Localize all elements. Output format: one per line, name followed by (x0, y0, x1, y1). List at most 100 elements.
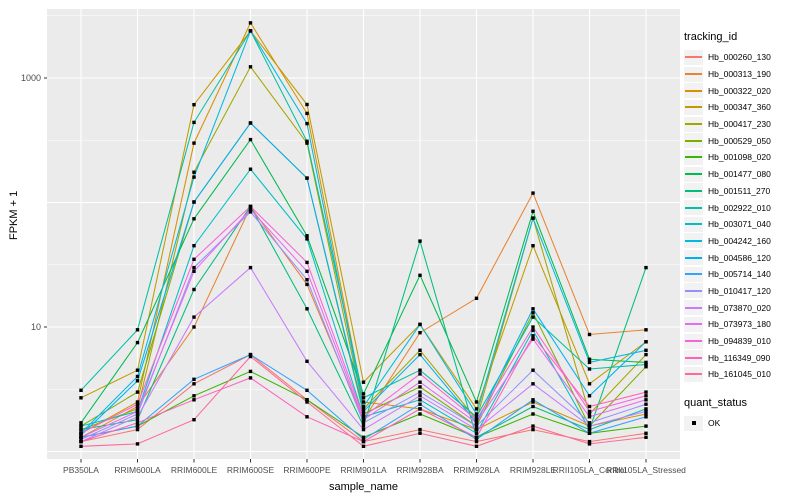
x-axis-tick-label: RRIM928BA (396, 465, 444, 475)
data-point (305, 176, 309, 180)
data-point (644, 265, 648, 270)
legend-item-label: Hb_073973_180 (708, 319, 771, 330)
data-point (418, 331, 422, 335)
legend-key-point (684, 415, 703, 431)
data-point (474, 407, 479, 411)
data-point (79, 431, 83, 435)
data-point (361, 435, 366, 439)
data-point (587, 439, 592, 444)
legend-item-Hb_000347_360: Hb_000347_360 (684, 99, 798, 116)
legend-item-Hb_161045_010: Hb_161045_010 (684, 366, 798, 383)
y-axis-tick-label: 10 (31, 322, 41, 332)
data-point (587, 427, 592, 432)
data-point (531, 368, 535, 372)
legend-item-Hb_004242_160: Hb_004242_160 (684, 233, 798, 250)
legend-color-line (685, 223, 702, 226)
data-point (644, 398, 648, 402)
data-point (474, 412, 479, 416)
data-point (418, 402, 422, 406)
legend-item-label: Hb_000322_020 (708, 85, 771, 96)
legend-item-label: Hb_161045_010 (708, 369, 771, 380)
legend-item-label: Hb_000347_360 (708, 102, 771, 113)
legend-item-label: Hb_000529_050 (708, 135, 771, 146)
data-point (305, 141, 309, 145)
legend-color-line (685, 239, 702, 242)
data-point (192, 200, 196, 204)
data-point (587, 424, 592, 428)
legend-color-line (685, 73, 702, 76)
data-point (418, 380, 422, 384)
data-point (361, 421, 366, 425)
legend-key-swatch (684, 300, 703, 316)
data-point (474, 296, 479, 300)
data-point (587, 409, 592, 414)
legend-item-label: Hb_116349_090 (708, 352, 771, 363)
legend-item-quant-OK: OK (684, 415, 798, 432)
data-point (248, 352, 253, 357)
data-point (531, 427, 535, 432)
data-point (135, 418, 140, 422)
data-point (192, 315, 196, 319)
data-point (248, 369, 253, 374)
legend-key-swatch (684, 250, 703, 266)
data-point (305, 139, 309, 143)
data-point (474, 400, 479, 404)
data-point (361, 424, 366, 428)
data-point (192, 418, 196, 422)
data-point (192, 269, 196, 273)
data-point (587, 357, 592, 361)
data-point (474, 427, 479, 432)
data-point (644, 348, 648, 352)
data-point (474, 424, 479, 428)
data-point (135, 404, 140, 409)
data-point (305, 278, 309, 282)
data-point (418, 407, 422, 411)
data-point (305, 359, 309, 363)
data-point (135, 368, 140, 372)
legend-item-label: Hb_094839_010 (708, 336, 771, 347)
x-axis-tick-label: RRIM600LE (171, 465, 218, 475)
data-point (531, 398, 535, 402)
legend-item-Hb_003071_040: Hb_003071_040 (684, 216, 798, 233)
legend-color-line (685, 306, 702, 309)
data-point (361, 409, 366, 414)
data-point (361, 444, 366, 448)
legend-item-Hb_073870_020: Hb_073870_020 (684, 299, 798, 316)
legend-key-swatch (684, 116, 703, 132)
legend-key-swatch (684, 266, 703, 282)
data-point (531, 307, 535, 311)
data-point (587, 360, 592, 365)
legend-key-swatch (684, 200, 703, 216)
data-point (587, 431, 592, 435)
x-axis-tick-label: RRII105LA_Stressed (606, 465, 686, 475)
data-point (418, 348, 422, 352)
data-point (135, 424, 140, 428)
legend-key-swatch (684, 283, 703, 299)
data-point (192, 287, 196, 292)
legend-key-swatch (684, 350, 703, 366)
data-point (474, 439, 479, 444)
legend-key-swatch (684, 333, 703, 349)
legend-color-line (685, 340, 702, 343)
legend-color-line (685, 106, 702, 109)
data-point (644, 415, 648, 419)
legend-item-Hb_116349_090: Hb_116349_090 (684, 349, 798, 366)
legend-key-swatch (684, 183, 703, 199)
y-axis-title: FPKM + 1 (8, 190, 20, 240)
data-point (248, 207, 253, 212)
data-point (192, 103, 196, 107)
x-axis-tick-label: RRIM928LE (510, 465, 557, 475)
data-point (361, 400, 366, 404)
legend-item-Hb_000322_020: Hb_000322_020 (684, 82, 798, 99)
data-point (474, 415, 479, 419)
data-point (361, 380, 366, 384)
legend-key-swatch (684, 316, 703, 332)
data-point (361, 437, 366, 442)
legend-item-label: Hb_001477_080 (708, 169, 771, 180)
data-point (305, 415, 309, 419)
legend-item-label: Hb_073870_020 (708, 302, 771, 313)
data-point (248, 29, 253, 33)
data-point (248, 137, 253, 142)
data-point (361, 415, 366, 419)
data-point (192, 170, 196, 174)
